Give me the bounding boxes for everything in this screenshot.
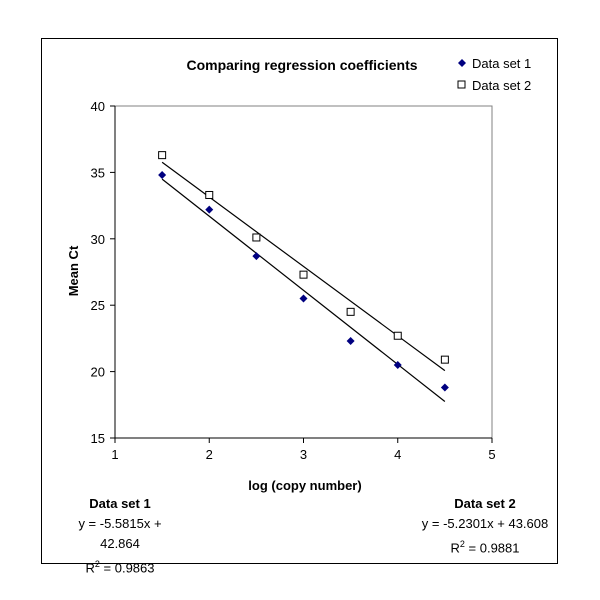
trendline-series-1 — [161, 178, 446, 402]
y-tick-label: 15 — [91, 431, 105, 446]
x-tick-label: 4 — [394, 447, 401, 462]
data-point-series-1 — [299, 294, 308, 303]
y-tick-label: 25 — [91, 298, 105, 313]
y-axis-label: Mean Ct — [66, 245, 81, 296]
y-tick-label: 30 — [91, 232, 105, 247]
x-tick-label: 5 — [488, 447, 495, 462]
data-point-series-2 — [205, 190, 214, 199]
equation-title: Data set 1 — [89, 496, 151, 511]
x-tick-label: 1 — [111, 447, 118, 462]
data-point-series-1 — [158, 171, 167, 180]
x-axis-label: log (copy number) — [248, 478, 361, 493]
legend-label-series-1: Data set 1 — [472, 56, 531, 71]
y-tick-label: 20 — [91, 365, 105, 380]
legend-item-data-set-1: Data set 1 — [458, 56, 531, 71]
data-point-series-2 — [393, 331, 402, 340]
legend-marker-square — [457, 80, 466, 89]
data-point-series-2 — [299, 270, 308, 279]
data-points — [158, 151, 449, 392]
legend: Data set 1 Data set 2 — [457, 56, 531, 93]
equation-block-data-set-1: Data set 1 y = -5.5815x + 42.864 R2 = 0.… — [60, 494, 180, 578]
y-tick-label: 35 — [91, 165, 105, 180]
equation-title: Data set 2 — [454, 496, 516, 511]
data-point-series-1 — [346, 337, 355, 346]
y-tick-label: 40 — [91, 99, 105, 114]
regression-equation: y = -5.5815x + 42.864 — [78, 516, 162, 551]
r-squared: R2 = 0.9881 — [450, 539, 520, 556]
trendlines — [161, 161, 446, 402]
data-point-series-1 — [205, 205, 214, 214]
r-squared: R2 = 0.9863 — [85, 559, 155, 576]
equation-block-data-set-2: Data set 2 y = -5.2301x + 43.608 R2 = 0.… — [405, 494, 565, 558]
tick-labels: 1 2 3 4 5 15 20 25 30 35 40 — [91, 99, 496, 462]
data-point-series-2 — [252, 233, 261, 242]
legend-label-series-2: Data set 2 — [472, 78, 531, 93]
trendline-series-2 — [161, 161, 446, 372]
data-point-series-1 — [252, 252, 261, 261]
regression-equation: y = -5.2301x + 43.608 — [421, 516, 549, 531]
data-point-series-1 — [393, 360, 402, 369]
chart-title: Comparing regression coefficients — [186, 57, 417, 73]
legend-marker-diamond — [458, 59, 466, 67]
chart-frame — [41, 38, 558, 564]
x-tick-label: 3 — [300, 447, 307, 462]
data-point-series-1 — [440, 383, 449, 392]
legend-item-data-set-2: Data set 2 — [457, 78, 531, 93]
data-point-series-2 — [440, 355, 449, 364]
data-point-series-2 — [158, 151, 167, 160]
x-tick-label: 2 — [206, 447, 213, 462]
data-point-series-2 — [346, 307, 355, 316]
axes — [110, 105, 493, 443]
